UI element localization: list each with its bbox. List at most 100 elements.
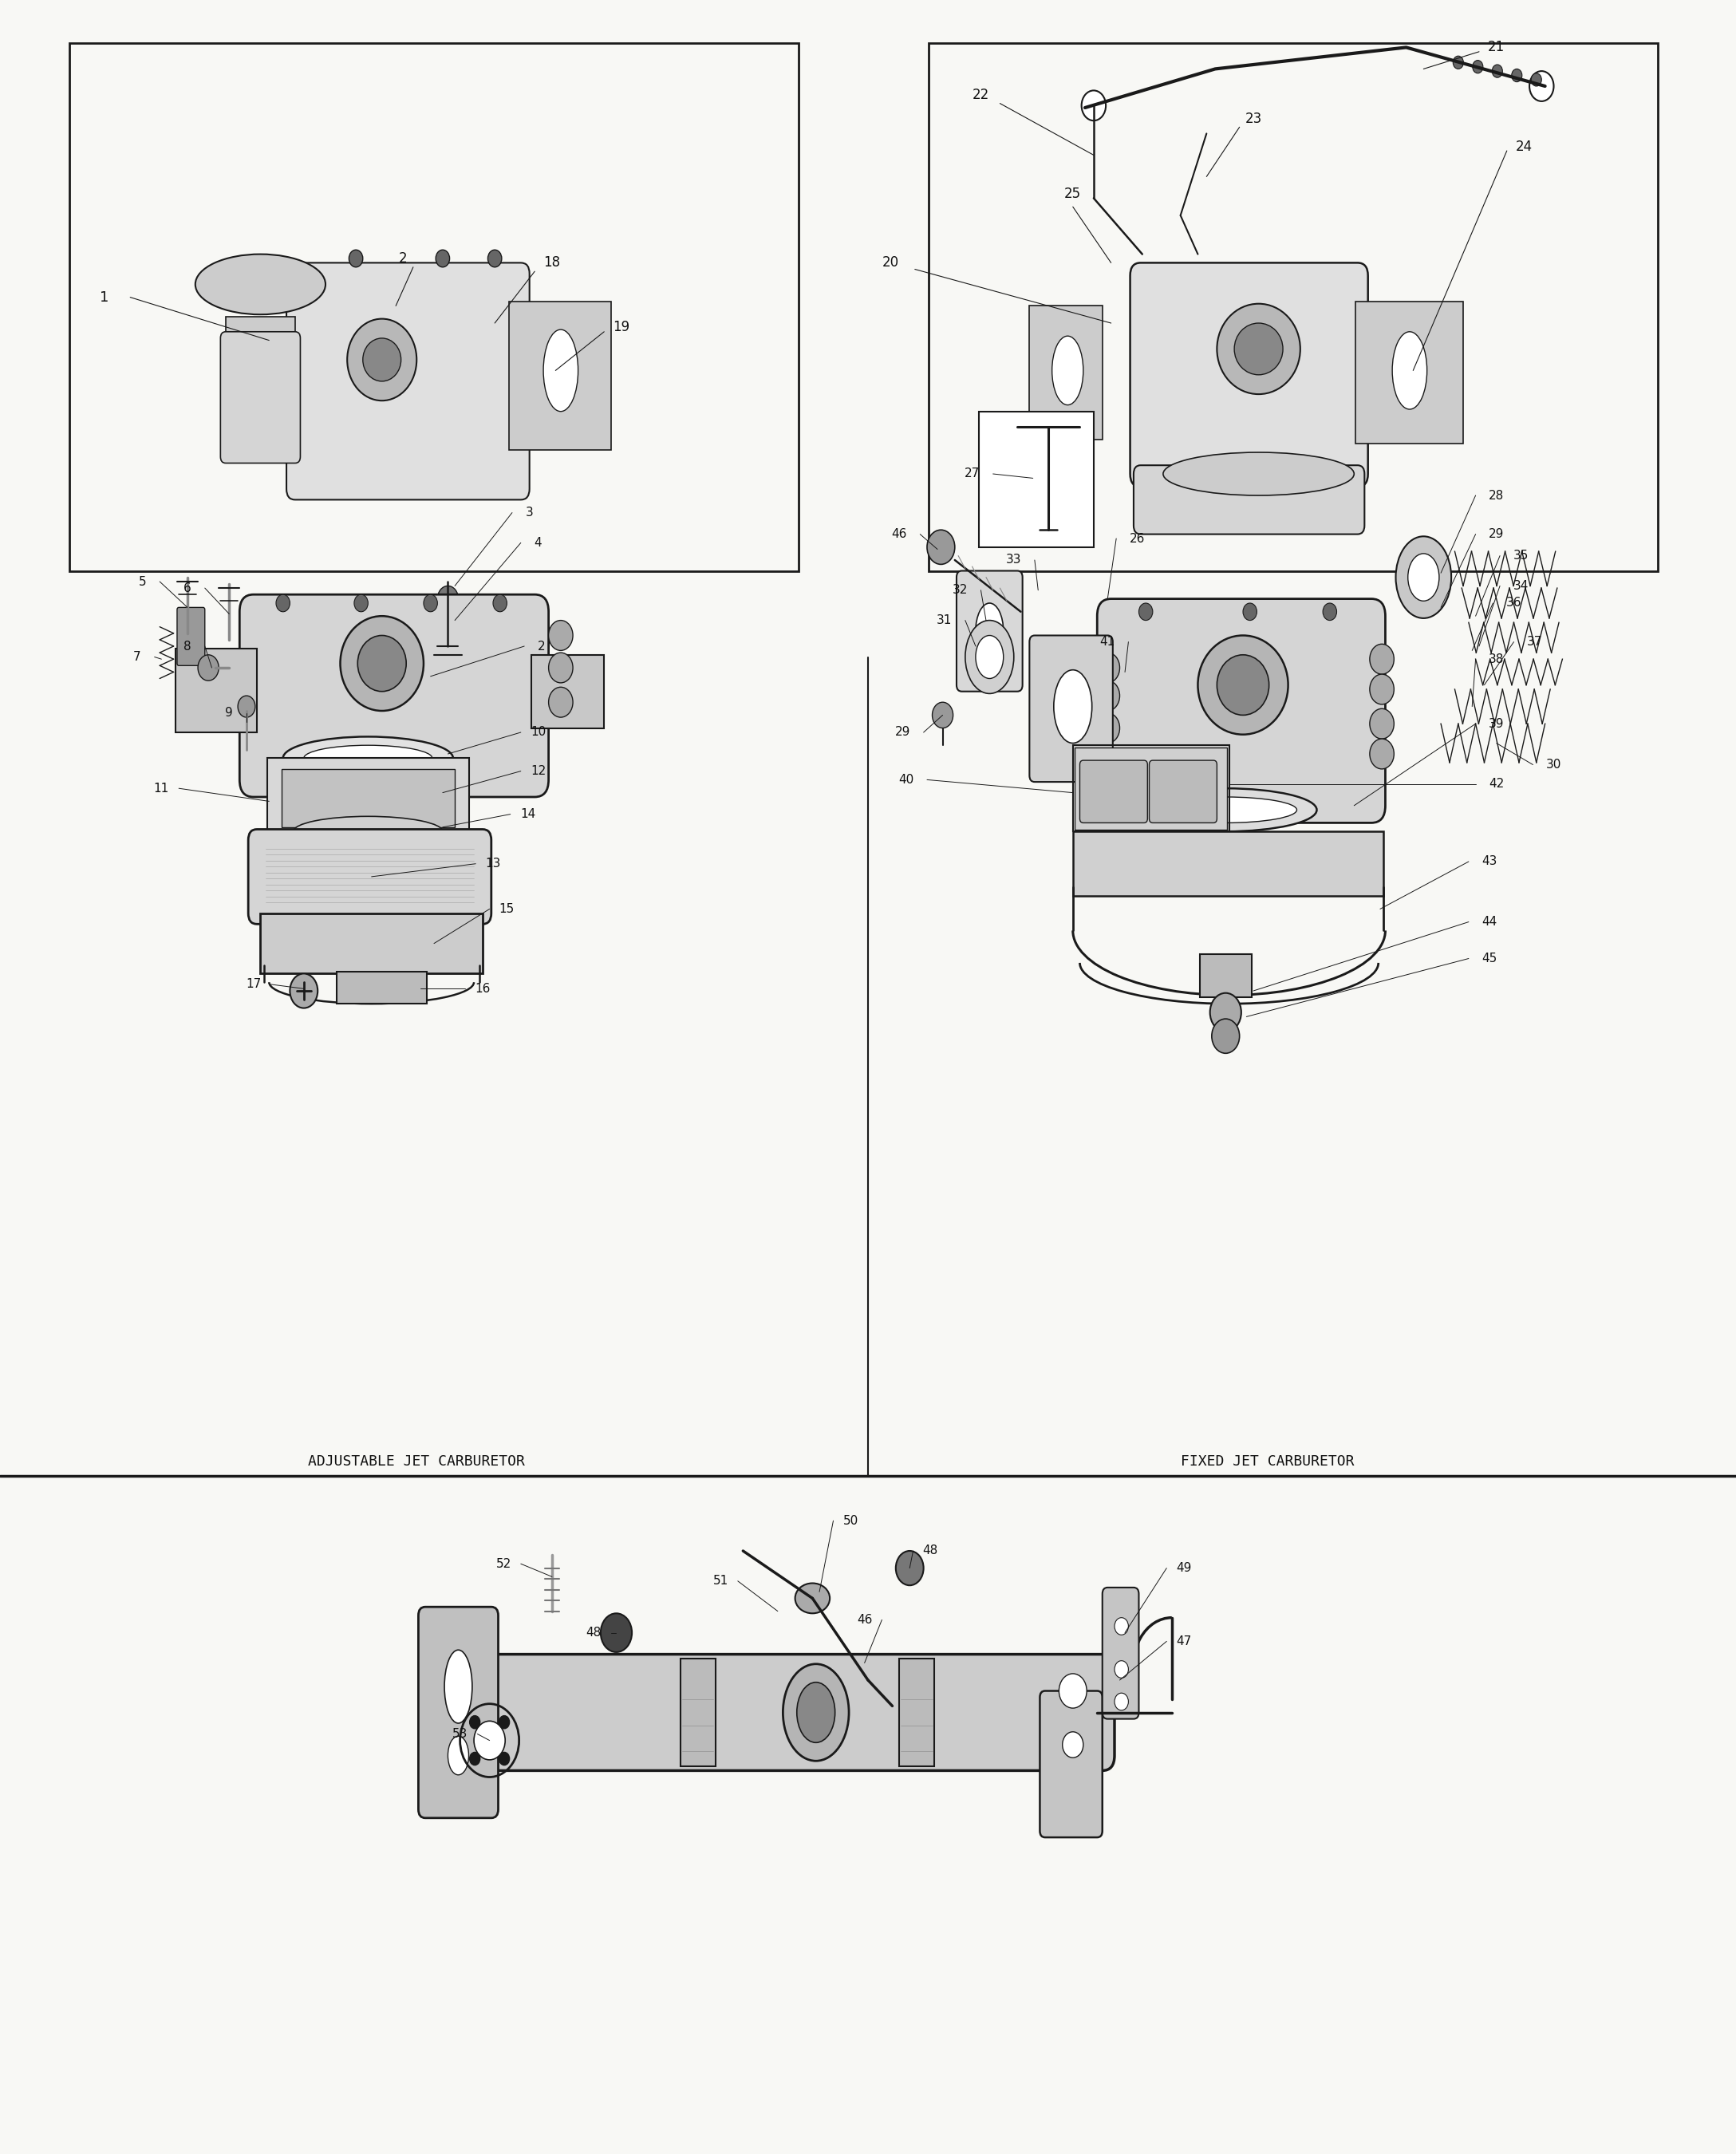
Circle shape [1512,69,1522,82]
FancyBboxPatch shape [248,829,491,924]
FancyBboxPatch shape [240,595,549,797]
Ellipse shape [1408,554,1439,601]
Text: 51: 51 [713,1575,727,1587]
Ellipse shape [1217,655,1269,715]
Ellipse shape [965,620,1014,694]
Text: 4: 4 [535,536,542,549]
Circle shape [349,250,363,267]
Text: 37: 37 [1528,635,1542,648]
Text: 39: 39 [1489,717,1503,730]
Text: 5: 5 [139,575,146,588]
Text: 15: 15 [500,903,514,915]
Circle shape [1453,56,1463,69]
FancyBboxPatch shape [509,302,611,450]
Text: 2: 2 [538,640,545,653]
FancyBboxPatch shape [226,317,295,424]
FancyBboxPatch shape [175,648,257,732]
Ellipse shape [363,338,401,381]
Text: 7: 7 [134,651,141,663]
Text: 46: 46 [892,528,906,541]
Ellipse shape [448,1736,469,1775]
Circle shape [276,595,290,612]
Text: 32: 32 [953,584,967,597]
FancyBboxPatch shape [220,332,300,463]
Circle shape [436,250,450,267]
Ellipse shape [1234,323,1283,375]
Text: 49: 49 [1177,1562,1191,1575]
Circle shape [1095,653,1120,683]
Text: 9: 9 [226,707,233,719]
Text: 13: 13 [486,857,500,870]
Circle shape [1370,739,1394,769]
Text: 41: 41 [1101,635,1115,648]
Text: 30: 30 [1547,758,1561,771]
Ellipse shape [783,1663,849,1762]
Ellipse shape [340,616,424,711]
FancyBboxPatch shape [260,913,483,974]
Ellipse shape [1392,332,1427,409]
Circle shape [498,1751,509,1764]
Text: 29: 29 [896,726,910,739]
Text: 42: 42 [1489,778,1503,791]
Text: 12: 12 [531,765,545,778]
FancyBboxPatch shape [521,332,590,409]
Circle shape [488,250,502,267]
FancyBboxPatch shape [286,263,529,500]
Text: 44: 44 [1483,915,1496,928]
FancyBboxPatch shape [1200,954,1252,997]
FancyBboxPatch shape [1356,302,1463,444]
Text: 22: 22 [972,88,990,101]
Circle shape [1472,60,1483,73]
FancyBboxPatch shape [531,655,604,728]
Text: FIXED JET CARBURETOR: FIXED JET CARBURETOR [1180,1454,1354,1469]
Text: 25: 25 [1064,187,1082,200]
Text: 40: 40 [899,773,913,786]
Text: 10: 10 [531,726,545,739]
Ellipse shape [795,1583,830,1613]
Text: 1: 1 [99,291,109,304]
Ellipse shape [444,1650,472,1723]
Circle shape [1323,603,1337,620]
FancyBboxPatch shape [1102,1587,1139,1719]
Ellipse shape [1163,452,1354,495]
Circle shape [549,620,573,651]
Text: 35: 35 [1514,549,1528,562]
Text: 28: 28 [1489,489,1503,502]
Text: 34: 34 [1514,579,1528,592]
Circle shape [601,1613,632,1652]
Circle shape [1095,713,1120,743]
Ellipse shape [194,254,326,314]
Circle shape [1243,603,1257,620]
FancyBboxPatch shape [957,571,1023,691]
FancyBboxPatch shape [177,607,205,666]
Ellipse shape [474,1721,505,1760]
Circle shape [1115,1661,1128,1678]
Ellipse shape [1054,670,1092,743]
Text: 47: 47 [1177,1635,1191,1648]
Circle shape [437,586,458,612]
Ellipse shape [358,635,406,691]
FancyBboxPatch shape [979,411,1094,547]
Circle shape [927,530,955,564]
FancyBboxPatch shape [1029,306,1102,439]
FancyBboxPatch shape [281,769,455,827]
Text: 16: 16 [476,982,490,995]
Ellipse shape [1135,788,1318,831]
Text: 36: 36 [1507,597,1521,610]
FancyBboxPatch shape [1097,599,1385,823]
Circle shape [1210,993,1241,1032]
Text: 27: 27 [965,467,979,480]
Text: 17: 17 [247,978,260,991]
Text: 46: 46 [858,1613,871,1626]
Circle shape [441,616,455,633]
Text: 21: 21 [1488,41,1505,54]
Ellipse shape [976,635,1003,679]
Circle shape [354,595,368,612]
Circle shape [1095,681,1120,711]
Text: 20: 20 [882,256,899,269]
Circle shape [1370,674,1394,704]
Text: 33: 33 [1007,554,1021,567]
Circle shape [424,595,437,612]
Ellipse shape [1198,635,1288,735]
Circle shape [1115,1693,1128,1710]
